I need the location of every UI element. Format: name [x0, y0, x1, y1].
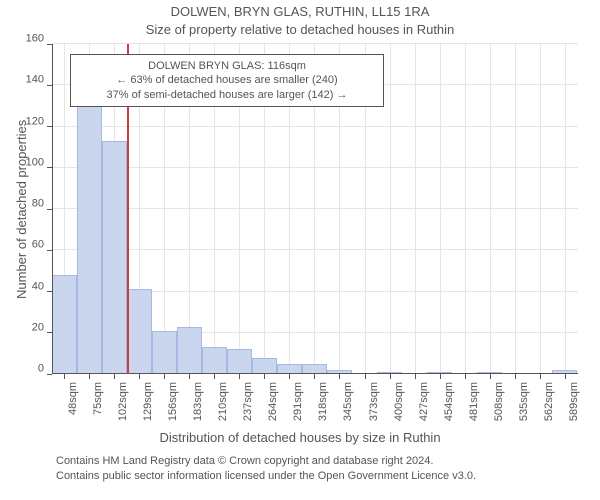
histogram-bar: [102, 141, 127, 374]
xtick-label: 291sqm: [293, 382, 304, 426]
xtick-mark: [565, 374, 566, 379]
footer-line1: Contains HM Land Registry data © Crown c…: [56, 454, 476, 469]
xtick-label: 156sqm: [168, 382, 179, 426]
title-sub: Size of property relative to detached ho…: [0, 22, 600, 37]
ytick-label: 20: [14, 322, 44, 333]
histogram-bar: [227, 349, 252, 374]
gridline-h: [52, 126, 578, 127]
ytick-label: 60: [14, 240, 44, 251]
ytick-label: 100: [14, 157, 44, 168]
ytick-label: 140: [14, 75, 44, 86]
xtick-label: 237sqm: [243, 382, 254, 426]
y-axis-line: [52, 44, 53, 374]
xtick-mark: [189, 374, 190, 379]
gridline-v: [515, 44, 516, 374]
x-axis-line: [52, 373, 578, 374]
annotation-line3: 37% of semi-detached houses are larger (…: [77, 88, 377, 102]
xtick-label: 481sqm: [469, 382, 480, 426]
xtick-label: 210sqm: [218, 382, 229, 426]
gridline-h: [52, 208, 578, 209]
histogram-bar: [127, 289, 152, 374]
xtick-mark: [214, 374, 215, 379]
xtick-label: 535sqm: [519, 382, 530, 426]
xtick-mark: [440, 374, 441, 379]
gridline-v: [415, 44, 416, 374]
title-main: DOLWEN, BRYN GLAS, RUTHIN, LL15 1RA: [0, 4, 600, 19]
xtick-mark: [415, 374, 416, 379]
xtick-mark: [515, 374, 516, 379]
annotation-line2: ← 63% of detached houses are smaller (24…: [77, 73, 377, 87]
chart-container: DOLWEN, BRYN GLAS, RUTHIN, LL15 1RA Size…: [0, 0, 600, 500]
x-axis-label: Distribution of detached houses by size …: [0, 430, 600, 445]
xtick-mark: [314, 374, 315, 379]
ytick-label: 0: [14, 364, 44, 375]
gridline-v: [540, 44, 541, 374]
histogram-bar: [52, 275, 77, 374]
footer-line2: Contains public sector information licen…: [56, 469, 476, 484]
gridline-v: [390, 44, 391, 374]
gridline-h: [52, 249, 578, 250]
xtick-label: 589sqm: [569, 382, 580, 426]
xtick-label: 183sqm: [193, 382, 204, 426]
annotation-box: DOLWEN BRYN GLAS: 116sqm← 63% of detache…: [70, 54, 384, 107]
xtick-label: 129sqm: [143, 382, 154, 426]
ytick-label: 120: [14, 116, 44, 127]
xtick-label: 454sqm: [444, 382, 455, 426]
histogram-bar: [152, 331, 177, 374]
gridline-v: [440, 44, 441, 374]
ytick-label: 40: [14, 281, 44, 292]
xtick-mark: [64, 374, 65, 379]
xtick-mark: [264, 374, 265, 379]
xtick-mark: [490, 374, 491, 379]
xtick-mark: [365, 374, 366, 379]
xtick-mark: [289, 374, 290, 379]
annotation-line1: DOLWEN BRYN GLAS: 116sqm: [77, 59, 377, 73]
gridline-h: [52, 43, 578, 44]
plot-inner: 48sqm75sqm102sqm129sqm156sqm183sqm210sqm…: [52, 44, 578, 374]
ytick-label: 160: [14, 34, 44, 45]
histogram-bar: [77, 65, 102, 374]
xtick-mark: [540, 374, 541, 379]
xtick-label: 75sqm: [93, 382, 104, 426]
histogram-bar: [177, 327, 202, 374]
xtick-label: 373sqm: [369, 382, 380, 426]
xtick-mark: [164, 374, 165, 379]
gridline-v: [465, 44, 466, 374]
plot-area: 48sqm75sqm102sqm129sqm156sqm183sqm210sqm…: [52, 44, 578, 374]
xtick-mark: [139, 374, 140, 379]
xtick-mark: [239, 374, 240, 379]
xtick-label: 562sqm: [544, 382, 555, 426]
xtick-mark: [89, 374, 90, 379]
histogram-bar: [202, 347, 227, 374]
xtick-mark: [390, 374, 391, 379]
gridline-v: [490, 44, 491, 374]
xtick-label: 318sqm: [318, 382, 329, 426]
xtick-label: 264sqm: [268, 382, 279, 426]
xtick-mark: [465, 374, 466, 379]
xtick-label: 400sqm: [394, 382, 405, 426]
xtick-label: 48sqm: [68, 382, 79, 426]
xtick-label: 102sqm: [118, 382, 129, 426]
xtick-label: 508sqm: [494, 382, 505, 426]
xtick-label: 345sqm: [343, 382, 354, 426]
histogram-bar: [252, 358, 277, 375]
xtick-mark: [339, 374, 340, 379]
xtick-label: 427sqm: [419, 382, 430, 426]
ytick-label: 80: [14, 199, 44, 210]
gridline-h: [52, 167, 578, 168]
gridline-v: [565, 44, 566, 374]
xtick-mark: [114, 374, 115, 379]
footer: Contains HM Land Registry data © Crown c…: [56, 454, 476, 484]
